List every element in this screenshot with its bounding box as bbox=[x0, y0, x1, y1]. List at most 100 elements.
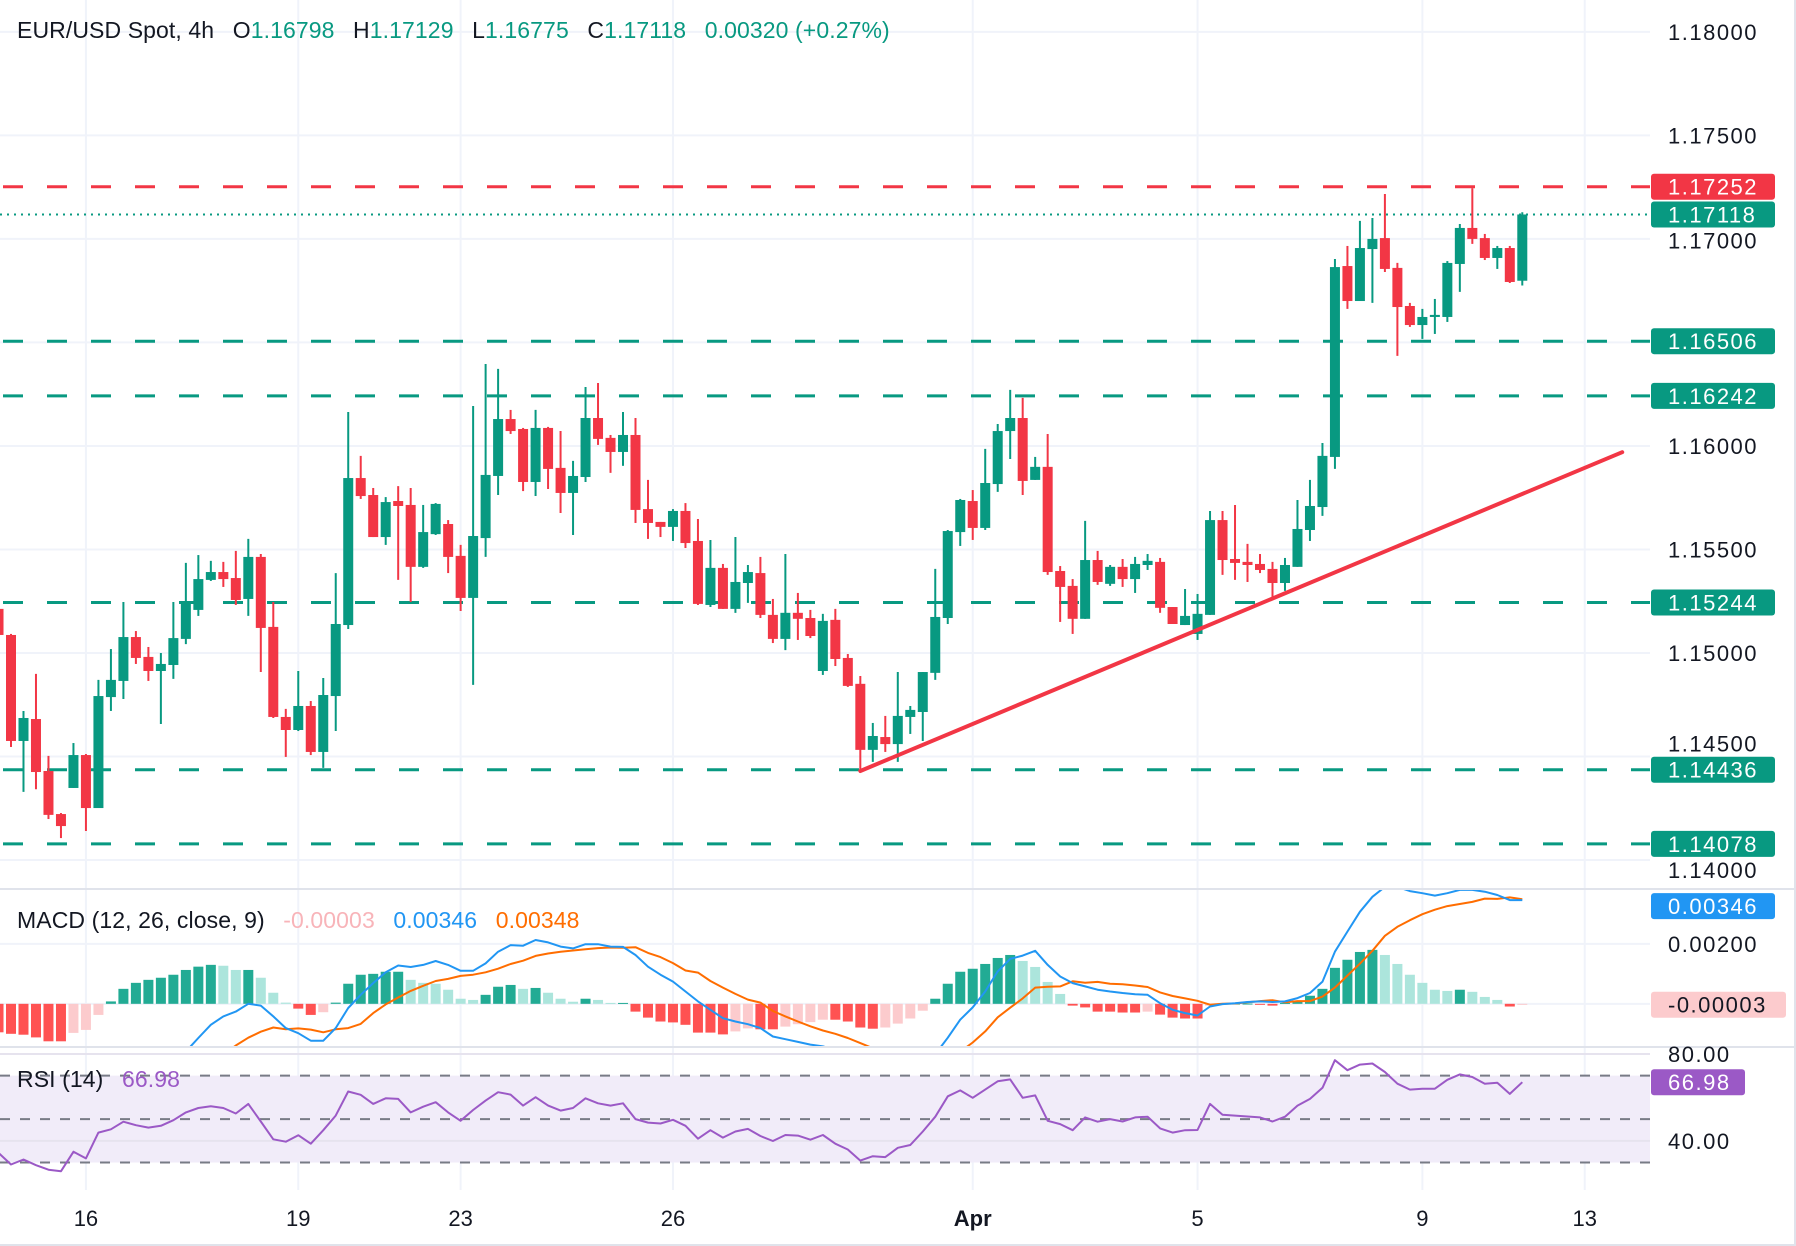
candle-body bbox=[755, 573, 766, 615]
trendline[interactable] bbox=[858, 450, 1625, 773]
candle-body bbox=[817, 620, 828, 671]
candle bbox=[1030, 456, 1041, 480]
macd-histogram-bar bbox=[1005, 954, 1016, 1004]
candle bbox=[355, 455, 366, 499]
high-value: 1.17129 bbox=[369, 17, 454, 43]
candle-body bbox=[1467, 227, 1478, 239]
candle-body bbox=[1205, 520, 1216, 615]
macd-histogram-bar bbox=[193, 966, 204, 1004]
macd-histogram-bar bbox=[355, 974, 366, 1004]
macd-histogram-bar bbox=[692, 1003, 703, 1033]
candle-body bbox=[393, 501, 404, 506]
macd-histogram-bar bbox=[1342, 959, 1353, 1004]
macd-histogram-bar bbox=[742, 1003, 753, 1029]
macd-histogram-bar bbox=[1192, 1003, 1203, 1019]
macd-histogram-bar bbox=[130, 982, 141, 1004]
macd-histogram-bar bbox=[855, 1003, 866, 1028]
candle bbox=[1429, 298, 1440, 334]
candle-body bbox=[405, 504, 416, 567]
candle bbox=[255, 554, 266, 673]
macd-title[interactable]: MACD (12, 26, close, 9) bbox=[17, 907, 265, 933]
macd-histogram-value: -0.00003 bbox=[283, 907, 375, 933]
candle-body bbox=[105, 679, 116, 698]
macd-histogram-bar bbox=[730, 1003, 741, 1032]
macd-histogram-bar bbox=[268, 992, 279, 1004]
time-axis-label: 13 bbox=[1572, 1206, 1596, 1231]
candle-body bbox=[1217, 520, 1228, 561]
candle bbox=[380, 497, 391, 545]
macd-histogram-bar bbox=[1429, 989, 1440, 1004]
candle bbox=[642, 479, 653, 539]
candle bbox=[293, 670, 304, 732]
candle-body bbox=[618, 434, 629, 452]
candle bbox=[955, 498, 966, 546]
macd-histogram-bar bbox=[1255, 1003, 1265, 1005]
candle-body bbox=[455, 555, 466, 598]
candle bbox=[93, 679, 104, 809]
macd-histogram-bar bbox=[917, 1003, 928, 1011]
candle-body bbox=[1192, 613, 1203, 634]
macd-histogram-bar bbox=[330, 1002, 341, 1004]
candle bbox=[80, 754, 91, 832]
macd-histogram-bar bbox=[767, 1003, 778, 1030]
candle bbox=[967, 490, 978, 540]
macd-histogram-bar bbox=[867, 1003, 878, 1029]
support-level-tag: 1.14078 bbox=[1651, 830, 1775, 857]
time-axis-label: Apr bbox=[954, 1206, 992, 1231]
macd-histogram-bar bbox=[568, 1001, 579, 1004]
support-level-tag-box bbox=[1651, 328, 1775, 355]
candle bbox=[168, 602, 179, 679]
price-axis-label: 1.18000 bbox=[1668, 20, 1758, 45]
macd-histogram-bar bbox=[380, 971, 391, 1004]
support-level-tag: 1.15244 bbox=[1651, 589, 1775, 616]
macd-histogram-bar bbox=[30, 1003, 41, 1038]
rsi-title[interactable]: RSI (14) bbox=[17, 1066, 104, 1092]
candle bbox=[193, 555, 204, 616]
candle bbox=[1180, 589, 1191, 626]
time-axis-label: 16 bbox=[74, 1206, 98, 1231]
macd-histogram-bar bbox=[1067, 1003, 1078, 1006]
candle-body bbox=[518, 428, 529, 482]
time-axis[interactable]: 16 19 23 26 Apr 5 9 13 bbox=[74, 1206, 1597, 1231]
macd-histogram-bar bbox=[1354, 951, 1365, 1004]
candle-body bbox=[18, 717, 29, 741]
symbol-title[interactable]: EUR/USD Spot, 4h bbox=[17, 17, 215, 43]
candle-body bbox=[0, 608, 4, 635]
candle bbox=[1055, 566, 1066, 622]
candle bbox=[980, 448, 991, 531]
candle-body bbox=[55, 814, 66, 827]
macd-histogram-bar bbox=[605, 1002, 616, 1004]
candle bbox=[268, 602, 279, 718]
candle bbox=[1267, 561, 1278, 599]
price-axis-label: 1.17000 bbox=[1668, 228, 1758, 253]
macd-histogram-bar bbox=[1142, 1003, 1153, 1012]
candle bbox=[1155, 557, 1166, 613]
candle bbox=[530, 409, 541, 497]
candle-body bbox=[280, 716, 291, 730]
support-trendline[interactable] bbox=[858, 450, 1625, 773]
candle bbox=[1279, 557, 1290, 591]
macd-histogram-bar bbox=[618, 1002, 629, 1004]
candle bbox=[705, 539, 716, 608]
macd-histogram-bar bbox=[930, 998, 941, 1004]
candle bbox=[455, 544, 466, 611]
macd-histogram-bar bbox=[1492, 999, 1503, 1004]
candle-body bbox=[1242, 561, 1253, 565]
macd-histogram-bar bbox=[805, 1003, 816, 1023]
candle bbox=[1454, 224, 1465, 292]
macd-histogram-bar bbox=[967, 968, 978, 1004]
candle-body bbox=[1367, 238, 1378, 250]
rsi-value-tag-box bbox=[1651, 1069, 1745, 1096]
macd-histogram-bar bbox=[755, 1003, 766, 1030]
candle-body bbox=[1155, 561, 1166, 608]
candle bbox=[505, 409, 516, 434]
candle-body bbox=[68, 755, 79, 788]
candle bbox=[767, 598, 778, 644]
close-label: C bbox=[587, 17, 605, 43]
candle-body bbox=[792, 612, 803, 619]
candle bbox=[280, 708, 291, 757]
candle bbox=[480, 363, 491, 557]
candle-body bbox=[1042, 466, 1053, 573]
price-axis[interactable]: 1.18000 1.17500 1.17000 1.16000 1.15500 1.150… bbox=[1668, 20, 1758, 1154]
